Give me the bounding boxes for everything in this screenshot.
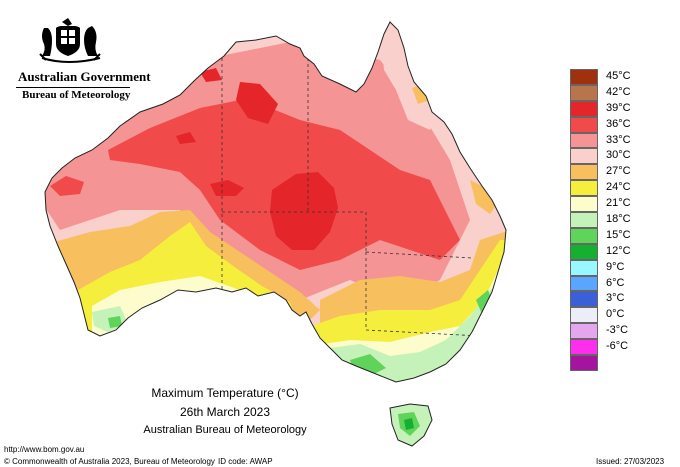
legend-row: -3°C [570, 323, 634, 340]
legend-swatch [570, 132, 598, 149]
legend-label: 12°C [606, 244, 631, 257]
legend-row: 0°C [570, 307, 634, 324]
legend-swatch [570, 212, 598, 228]
legend-row: 24°C [570, 180, 634, 197]
legend-swatch [570, 339, 598, 356]
legend-row: 18°C [570, 212, 634, 228]
legend-label: 15°C [606, 228, 631, 241]
legend-label: 3°C [606, 292, 625, 305]
legend-row: 12°C [570, 243, 634, 260]
legend-row: 30°C [570, 148, 634, 165]
map-organisation: Australian Bureau of Meteorology [143, 424, 307, 436]
temperature-legend: 45°C 42°C 39°C 36°C 33°C 30°C 27°C 24°C 21°C 18°C… [570, 69, 634, 371]
legend-row: 45°C [570, 69, 634, 85]
legend-swatch [570, 196, 598, 213]
legend-label: 9°C [606, 260, 625, 273]
issued-date: Issued: 27/03/2023 [596, 457, 665, 466]
legend-row: 42°C [570, 84, 634, 101]
legend-row: 39°C [570, 100, 634, 117]
legend-row: -6°C [570, 339, 634, 356]
bureau-title: Bureau of Meteorology [22, 89, 131, 101]
legend-label: 27°C [606, 165, 631, 178]
legend-swatch [570, 180, 598, 197]
legend-swatch [570, 323, 598, 340]
agency-header: Australian Government Bureau of Meteorol… [8, 8, 151, 104]
crest-icon [39, 18, 101, 63]
legend-swatch [570, 116, 598, 133]
legend-row: 21°C [570, 196, 634, 213]
map-date: 26th March 2023 [179, 405, 271, 419]
legend-swatch [570, 291, 598, 308]
legend-label: 6°C [606, 276, 625, 289]
website-link[interactable]: http://www.bom.gov.au [4, 445, 85, 454]
legend-row: 3°C [570, 291, 634, 308]
legend-label: 0°C [606, 308, 625, 321]
legend-swatch [570, 148, 598, 165]
id-code: ID code: AWAP [218, 457, 273, 466]
legend-row: 33°C [570, 132, 634, 149]
legend-row: 15°C [570, 227, 634, 244]
legend-swatch [570, 164, 598, 181]
legend-label: -6°C [606, 340, 629, 353]
legend-swatch [570, 227, 598, 244]
legend-label: 30°C [606, 149, 631, 162]
legend-label: 21°C [606, 197, 631, 210]
legend-label: 36°C [606, 117, 631, 130]
legend-label: 33°C [606, 133, 631, 146]
legend-swatch [570, 259, 598, 276]
legend-label: 39°C [606, 101, 631, 114]
copyright-text: © Commonwealth of Australia 2023, Bureau… [4, 457, 215, 466]
legend-row: 6°C [570, 275, 634, 292]
legend-swatch [570, 69, 598, 85]
legend-label: 24°C [606, 181, 631, 194]
header-divider [16, 87, 130, 88]
legend-label: 18°C [606, 213, 631, 226]
legend-label: 42°C [606, 85, 631, 98]
legend-label: 45°C [606, 70, 631, 82]
legend-swatch [570, 84, 598, 101]
map-title: Maximum Temperature (°C) [151, 386, 299, 400]
legend-label: -3°C [606, 324, 629, 337]
legend-swatch [570, 100, 598, 117]
legend-swatch [570, 275, 598, 292]
legend-row [570, 355, 634, 371]
legend-swatch [570, 355, 598, 371]
legend-swatch [570, 243, 598, 260]
legend-row: 9°C [570, 259, 634, 276]
legend-row: 36°C [570, 116, 634, 133]
legend-row: 27°C [570, 164, 634, 181]
legend-swatch [570, 307, 598, 324]
government-title: Australian Government [18, 69, 151, 84]
